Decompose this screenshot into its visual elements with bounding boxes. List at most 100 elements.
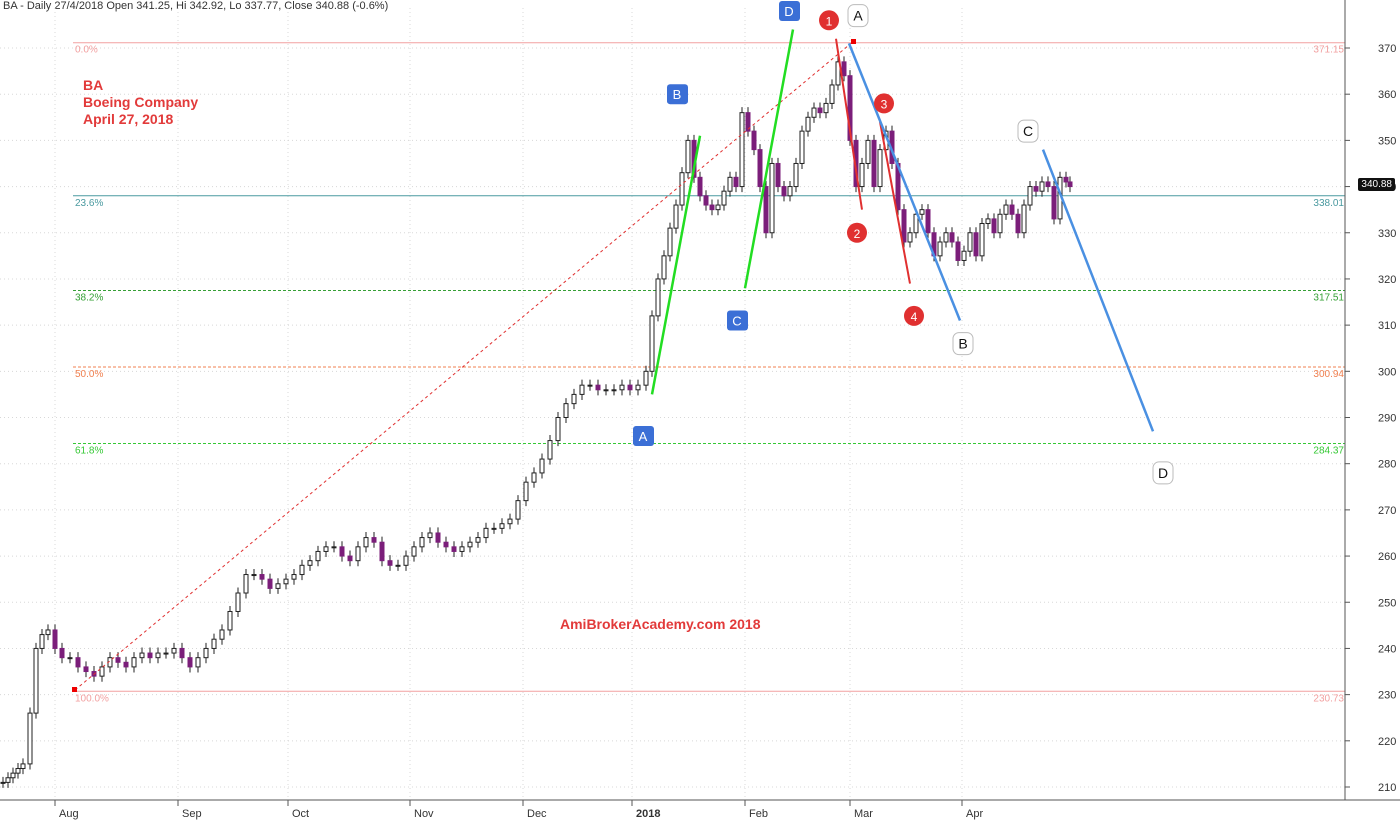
candle-body bbox=[919, 209, 925, 215]
candle-body bbox=[661, 255, 667, 280]
y-tick-label: 280 bbox=[1378, 459, 1396, 471]
candle-body bbox=[865, 139, 871, 164]
candle-body bbox=[763, 186, 769, 234]
candle-body bbox=[1051, 186, 1057, 220]
box-label: B bbox=[673, 87, 682, 102]
y-tick-label: 310 bbox=[1378, 320, 1396, 332]
candle-body bbox=[20, 763, 26, 770]
candle-body bbox=[243, 574, 249, 594]
candle-body bbox=[603, 389, 609, 392]
candle-body bbox=[531, 472, 537, 483]
candle-body bbox=[811, 107, 817, 118]
watermark: AmiBrokerAcademy.com 2018 bbox=[560, 616, 761, 632]
x-tick-label: Feb bbox=[749, 808, 768, 820]
fib-levels: 0.0% 371.15 23.6% 338.01 38.2% 317.51 50.0% 300… bbox=[73, 42, 1345, 704]
candle-body bbox=[75, 657, 81, 668]
candle-body bbox=[627, 384, 633, 391]
candle-body bbox=[443, 541, 449, 548]
candle-body bbox=[259, 574, 265, 580]
chart-header: BA - Daily 27/4/2018 Open 341.25, Hi 342… bbox=[3, 0, 389, 12]
candle-body bbox=[155, 652, 161, 659]
y-tick-label: 370 bbox=[1378, 43, 1396, 55]
candle-body bbox=[499, 523, 505, 529]
circle-label-bg bbox=[904, 305, 924, 326]
candle-body bbox=[291, 574, 297, 580]
y-tick-label: 230 bbox=[1378, 690, 1396, 702]
y-tick-label: 240 bbox=[1378, 643, 1396, 655]
candle-body bbox=[991, 218, 997, 234]
box-label: C bbox=[732, 314, 741, 329]
fib-pct-label: 61.8% bbox=[75, 446, 103, 457]
candle-body bbox=[721, 190, 727, 206]
candle-body bbox=[655, 278, 661, 317]
candle-body bbox=[33, 647, 39, 714]
candle-body bbox=[419, 537, 425, 548]
x-tick-label: Mar bbox=[854, 808, 873, 820]
candle-body bbox=[115, 657, 121, 663]
candle-body bbox=[267, 578, 273, 589]
letter-label: C bbox=[1023, 123, 1033, 139]
candle-body bbox=[595, 384, 601, 391]
circle-label: 3 bbox=[881, 97, 888, 111]
candle-body bbox=[547, 440, 553, 460]
candle-body bbox=[805, 116, 811, 132]
fib-value-label: 284.37 bbox=[1313, 446, 1344, 457]
candle-body bbox=[219, 629, 225, 640]
candle-body bbox=[275, 583, 281, 589]
grid bbox=[0, 8, 1345, 800]
circle-label-bg bbox=[819, 10, 839, 31]
fib-value-label: 371.15 bbox=[1313, 45, 1344, 56]
candle-body bbox=[709, 204, 715, 211]
candle-body bbox=[787, 186, 793, 197]
candle-body bbox=[307, 560, 313, 566]
fib-anchor-high bbox=[851, 38, 856, 44]
box-label-bg bbox=[667, 84, 688, 105]
candle-body bbox=[203, 647, 209, 659]
candle-body bbox=[1033, 186, 1039, 192]
candle-body bbox=[163, 652, 169, 655]
candle-body bbox=[171, 647, 177, 654]
y-tick-label: 260 bbox=[1378, 551, 1396, 563]
annotation-block: BA Boeing Company April 27, 2018 bbox=[83, 77, 198, 128]
candle-body bbox=[347, 555, 353, 562]
candle-body bbox=[799, 130, 805, 164]
box-label-bg bbox=[633, 425, 654, 446]
y-tick-label: 350 bbox=[1378, 135, 1396, 147]
x-axis: Aug Sep Oct Nov Dec 2018 Feb Mar Apr bbox=[0, 799, 1400, 820]
candle-body bbox=[901, 209, 907, 243]
candle-body bbox=[355, 546, 361, 562]
letter-label-bg bbox=[847, 4, 869, 28]
candle-body bbox=[781, 186, 787, 197]
candle-body bbox=[139, 652, 145, 659]
candle-body bbox=[841, 61, 847, 77]
candle-body bbox=[715, 204, 721, 211]
x-tick-label: Sep bbox=[182, 808, 202, 820]
candle-body bbox=[643, 370, 649, 386]
wave-labels: A B C D A B C D 1 2 3 4 bbox=[633, 1, 1174, 485]
candle-body bbox=[427, 532, 433, 539]
candle-body bbox=[459, 546, 465, 552]
candle-body bbox=[1003, 204, 1009, 215]
candle-body bbox=[635, 384, 641, 391]
letter-label-bg bbox=[1017, 119, 1039, 143]
candle-body bbox=[679, 172, 685, 206]
candle-body bbox=[83, 666, 89, 673]
candle-body bbox=[251, 574, 257, 577]
ticker-label: BA bbox=[83, 77, 104, 93]
y-tick-label: 360 bbox=[1378, 89, 1396, 101]
y-tick-label: 290 bbox=[1378, 413, 1396, 425]
candle-body bbox=[563, 403, 569, 418]
candle-body bbox=[847, 75, 853, 141]
candle-body bbox=[619, 384, 625, 391]
candle-body bbox=[187, 657, 193, 668]
fib-pct-label: 0.0% bbox=[75, 45, 98, 56]
candle-body bbox=[283, 578, 289, 585]
box-label-bg bbox=[779, 1, 800, 22]
x-tick-label: Dec bbox=[527, 808, 547, 820]
candle-body bbox=[331, 546, 337, 549]
candle-body bbox=[955, 241, 961, 261]
candle-body bbox=[829, 84, 835, 104]
fib-value-label: 300.94 bbox=[1313, 369, 1344, 380]
fib-anchor-line bbox=[74, 42, 852, 691]
